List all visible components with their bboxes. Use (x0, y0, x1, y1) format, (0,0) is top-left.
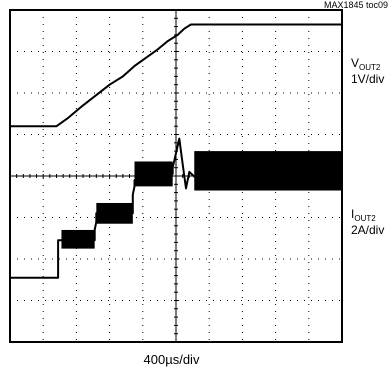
channel-2-label: IOUT2 2A/div (351, 207, 384, 238)
series-2-ripple-band (61, 229, 95, 249)
channel-1-label: VOUT2 1V/div (351, 56, 384, 87)
channel-1-name: V (351, 56, 360, 70)
channel-2-name: I (351, 207, 355, 221)
series-2-trace (10, 137, 342, 279)
channel-1-subscript: OUT2 (359, 63, 381, 72)
channel-2-scale: 2A/div (351, 223, 385, 237)
series-1-trace (10, 23, 342, 128)
series-2-ripple-band (194, 151, 342, 191)
channel-2-subscript: OUT2 (354, 214, 376, 223)
figure-id-label: MAX1845 toc09 (323, 0, 388, 10)
timebase-label: 400µs/div (143, 352, 200, 367)
channel-1-scale: 1V/div (351, 72, 385, 86)
